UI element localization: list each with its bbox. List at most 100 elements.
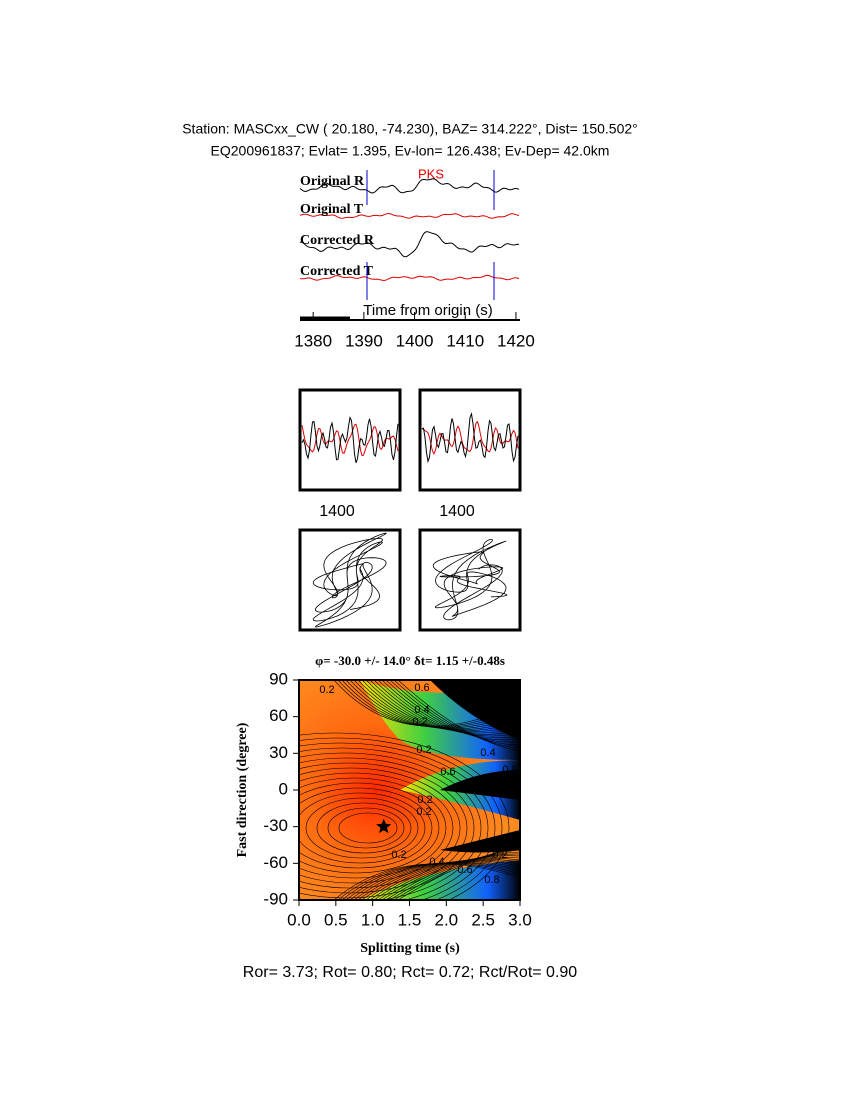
contour xyxy=(385,851,520,900)
contour xyxy=(299,752,482,900)
waveforms: Original R Original T Corrected R Corrected… xyxy=(299,174,520,282)
contour xyxy=(299,742,496,900)
trace xyxy=(301,416,399,463)
x-tick-label: 2.5 xyxy=(471,910,495,929)
particle-traces xyxy=(301,412,519,628)
footer: Ror= 3.73; Rot= 0.80; Rct= 0.72; Rct/Rot… xyxy=(243,964,578,981)
contour-label: 0.8 xyxy=(502,764,517,776)
trace-label: Corrected T xyxy=(300,264,374,279)
contour xyxy=(353,680,520,730)
contour xyxy=(316,802,412,854)
contour xyxy=(361,680,520,733)
contour xyxy=(299,747,489,900)
x-tick-label: 1.0 xyxy=(361,910,385,929)
contour xyxy=(299,782,440,874)
trace xyxy=(301,423,399,457)
contour xyxy=(327,807,405,849)
contour-label: 0.2 xyxy=(412,716,427,728)
x-axis-label: Time from origin (s) xyxy=(363,302,492,319)
contour xyxy=(299,732,510,900)
header-line: EQ200961837; Evlat= 1.395, Ev-lon= 126.4… xyxy=(211,143,610,159)
contour-label: 0.6 xyxy=(440,766,455,778)
contour xyxy=(393,847,520,900)
contour xyxy=(369,858,520,900)
contour xyxy=(299,772,454,884)
contour-label: 0.4 xyxy=(480,747,495,759)
x-tick-label: 0.0 xyxy=(287,910,311,929)
y-tick-label: 60 xyxy=(269,706,288,725)
x-tick-label: 2.0 xyxy=(435,910,459,929)
contour xyxy=(349,680,520,730)
best-fit-star xyxy=(376,818,392,834)
trace xyxy=(312,532,387,628)
x-tick-label: 1410 xyxy=(446,331,484,350)
contour xyxy=(381,680,520,741)
contour xyxy=(397,845,520,900)
particle-panels xyxy=(298,388,522,632)
trace-label: Original T xyxy=(300,202,364,217)
y-tick-label: -30 xyxy=(263,816,288,835)
contour xyxy=(385,680,520,743)
y-tick-label: -90 xyxy=(263,889,288,908)
contour-label: 0.4 xyxy=(429,856,444,868)
contour xyxy=(349,861,520,900)
contour-label: 0.2 xyxy=(492,849,507,861)
contour xyxy=(389,849,520,900)
contour xyxy=(373,680,520,737)
x-axis-label: Splitting time (s) xyxy=(360,941,460,956)
contour xyxy=(389,680,520,746)
contour xyxy=(381,853,520,900)
x-tick-label: 1400 xyxy=(396,331,434,350)
tick-label: 1400 xyxy=(319,503,355,520)
contour xyxy=(373,856,520,900)
contour xyxy=(393,680,520,749)
contour xyxy=(345,862,520,900)
contour xyxy=(377,680,520,739)
trace xyxy=(299,231,520,258)
contour xyxy=(377,855,520,900)
contour xyxy=(299,767,461,889)
grid-title: φ= -30.0 +/- 14.0° δt= 1.15 +/-0.48s xyxy=(315,653,505,668)
y-tick-label: 90 xyxy=(269,669,288,688)
tick-label: 1400 xyxy=(439,503,475,520)
trace-label: Original R xyxy=(300,174,365,189)
contour xyxy=(357,680,520,732)
trace-label: Corrected R xyxy=(300,233,375,248)
trace xyxy=(299,274,520,282)
contour xyxy=(299,757,475,899)
header-line: Station: MASCxx_CW ( 20.180, -74.230), B… xyxy=(182,121,638,137)
contour-label: 0.8 xyxy=(484,874,499,886)
y-tick-label: 30 xyxy=(269,743,288,762)
contour-label: 0.2 xyxy=(416,806,431,818)
x-tick-label: 1390 xyxy=(345,331,383,350)
x-tick-label: 0.5 xyxy=(324,910,348,929)
contour xyxy=(299,792,426,864)
trace xyxy=(299,178,520,194)
contour-label: 0.2 xyxy=(417,794,432,806)
trace xyxy=(421,412,519,464)
x-tick-label: 3.0 xyxy=(508,910,532,929)
contour-label: 0.2 xyxy=(416,744,431,756)
grid-axes: 0.0 0.5 1.0 1.5 2.0 2.5 3.0 90 60 30 0 -30 -60 -90 0.2… xyxy=(263,669,531,929)
phase-label: PKS xyxy=(418,166,444,181)
contour xyxy=(365,680,520,734)
energy-map xyxy=(299,680,520,900)
trace xyxy=(432,539,508,621)
contour-label: 0.4 xyxy=(414,704,429,716)
contour xyxy=(299,737,503,900)
contour xyxy=(369,680,520,735)
contour-label: 0.2 xyxy=(391,849,406,861)
contour xyxy=(337,863,520,900)
contour xyxy=(353,861,520,900)
contour-label: 0.2 xyxy=(319,684,334,696)
contour xyxy=(305,797,419,859)
y-axis-label: Fast direction (degree) xyxy=(235,722,250,857)
contour-label: 0.6 xyxy=(414,682,429,694)
x-tick-label: 1420 xyxy=(497,331,535,350)
x-tick-label: 1.5 xyxy=(398,910,422,929)
contour-label: 0.6 xyxy=(457,864,472,876)
contour xyxy=(357,860,520,900)
y-tick-label: -60 xyxy=(263,853,288,872)
contour xyxy=(365,859,520,900)
